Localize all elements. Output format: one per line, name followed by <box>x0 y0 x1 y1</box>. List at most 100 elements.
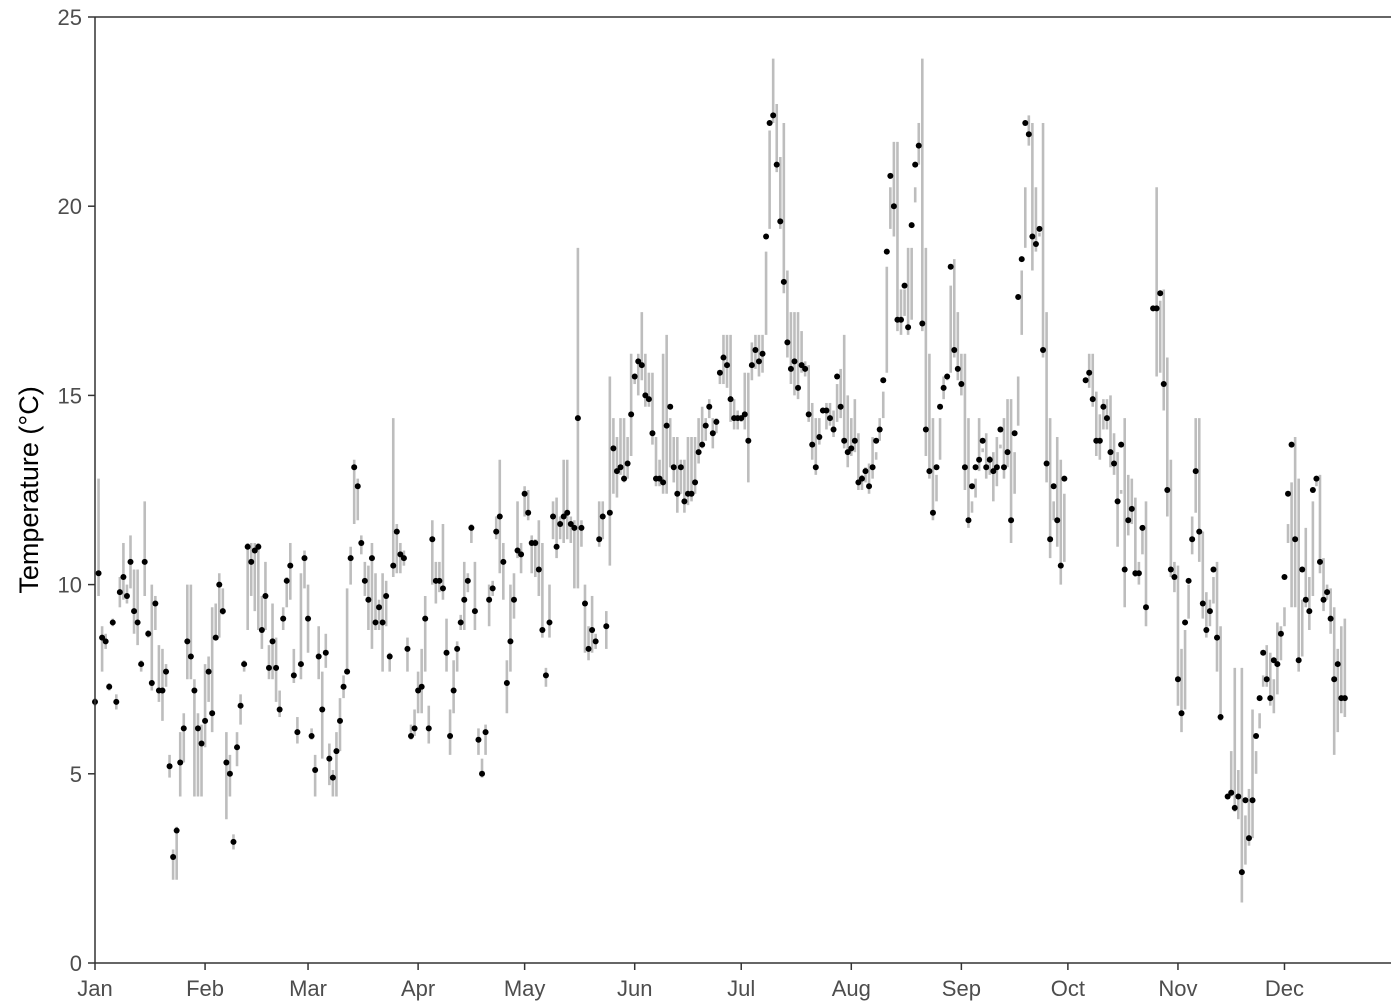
data-point <box>241 661 248 668</box>
data-point <box>340 683 347 690</box>
data-point <box>1238 869 1245 876</box>
data-point <box>969 483 976 490</box>
data-point <box>1295 657 1302 664</box>
data-point <box>695 449 702 456</box>
data-point <box>1267 695 1274 702</box>
data-point <box>443 649 450 656</box>
data-point <box>834 373 841 380</box>
data-point <box>841 437 848 444</box>
data-point <box>454 645 461 652</box>
data-point <box>1285 490 1292 497</box>
data-point <box>862 468 869 475</box>
data-point <box>1086 369 1093 376</box>
data-point <box>1306 608 1313 615</box>
data-point <box>1057 562 1064 569</box>
data-point <box>951 346 958 353</box>
x-tick-label-jul: Jul <box>727 976 755 1001</box>
data-point <box>713 418 720 425</box>
data-point <box>1192 468 1199 475</box>
data-point <box>848 445 855 452</box>
data-point <box>1288 441 1295 448</box>
data-point <box>1245 835 1252 842</box>
y-tick-label: 10 <box>58 573 82 598</box>
data-point <box>255 543 262 550</box>
data-point <box>1270 657 1277 664</box>
data-point <box>912 161 919 168</box>
data-point <box>1299 566 1306 573</box>
data-point <box>365 596 372 603</box>
data-point <box>787 365 794 372</box>
data-point <box>603 623 610 630</box>
data-point <box>1043 460 1050 467</box>
data-point <box>166 763 173 770</box>
data-point <box>170 854 177 861</box>
x-tick-label-dec: Dec <box>1265 976 1304 1001</box>
data-point <box>585 645 592 652</box>
data-point <box>1157 290 1164 297</box>
data-point <box>312 767 319 774</box>
data-point <box>592 638 599 645</box>
data-point <box>514 547 521 554</box>
data-point <box>532 539 539 546</box>
data-point <box>1214 634 1221 641</box>
data-point <box>816 434 823 441</box>
x-tick-label-jan: Jan <box>77 976 112 1001</box>
data-point <box>1103 415 1110 422</box>
data-point <box>560 513 567 520</box>
data-point <box>390 562 397 569</box>
data-point <box>354 483 361 490</box>
data-point <box>933 464 940 471</box>
data-point <box>447 732 454 739</box>
data-point <box>379 619 386 626</box>
data-point <box>1185 577 1192 584</box>
data-point <box>1111 460 1118 467</box>
x-tick-label-nov: Nov <box>1158 976 1197 1001</box>
data-point <box>326 755 333 762</box>
data-point <box>1228 789 1235 796</box>
x-tick-label-aug: Aug <box>832 976 871 1001</box>
data-point <box>123 592 130 599</box>
data-point <box>95 570 102 577</box>
data-point <box>1210 566 1217 573</box>
data-point <box>205 668 212 675</box>
data-point <box>660 479 667 486</box>
data-point <box>887 172 894 179</box>
data-point <box>305 615 312 622</box>
data-point <box>180 725 187 732</box>
data-point <box>979 437 986 444</box>
data-point <box>1082 377 1089 384</box>
x-axis: Jan Feb Mar Apr May Jun Jul Aug Sep Oct Nov Dec <box>77 963 1304 1001</box>
data-point <box>1320 596 1327 603</box>
data-point <box>699 441 706 448</box>
data-point <box>574 415 581 422</box>
data-point <box>858 475 865 482</box>
data-point <box>937 403 944 410</box>
data-point <box>546 619 553 626</box>
data-point <box>1036 225 1043 232</box>
data-point <box>1341 695 1348 702</box>
data-point <box>503 679 510 686</box>
data-point <box>496 513 503 520</box>
data-point <box>901 282 908 289</box>
data-point <box>724 362 731 369</box>
data-point <box>329 774 336 781</box>
data-point <box>1327 615 1334 622</box>
data-point <box>294 729 301 736</box>
data-point <box>184 638 191 645</box>
data-point <box>674 490 681 497</box>
data-point <box>773 161 780 168</box>
data-point <box>1118 441 1125 448</box>
data-point <box>908 222 915 229</box>
data-point <box>1277 630 1284 637</box>
data-point <box>191 687 198 694</box>
data-point <box>1114 498 1121 505</box>
data-point <box>1334 661 1341 668</box>
data-point <box>606 509 613 516</box>
data-point <box>851 437 858 444</box>
data-point <box>929 509 936 516</box>
data-point <box>1281 574 1288 581</box>
data-point <box>486 596 493 603</box>
data-point <box>798 362 805 369</box>
data-point <box>280 615 287 622</box>
data-point <box>628 411 635 418</box>
